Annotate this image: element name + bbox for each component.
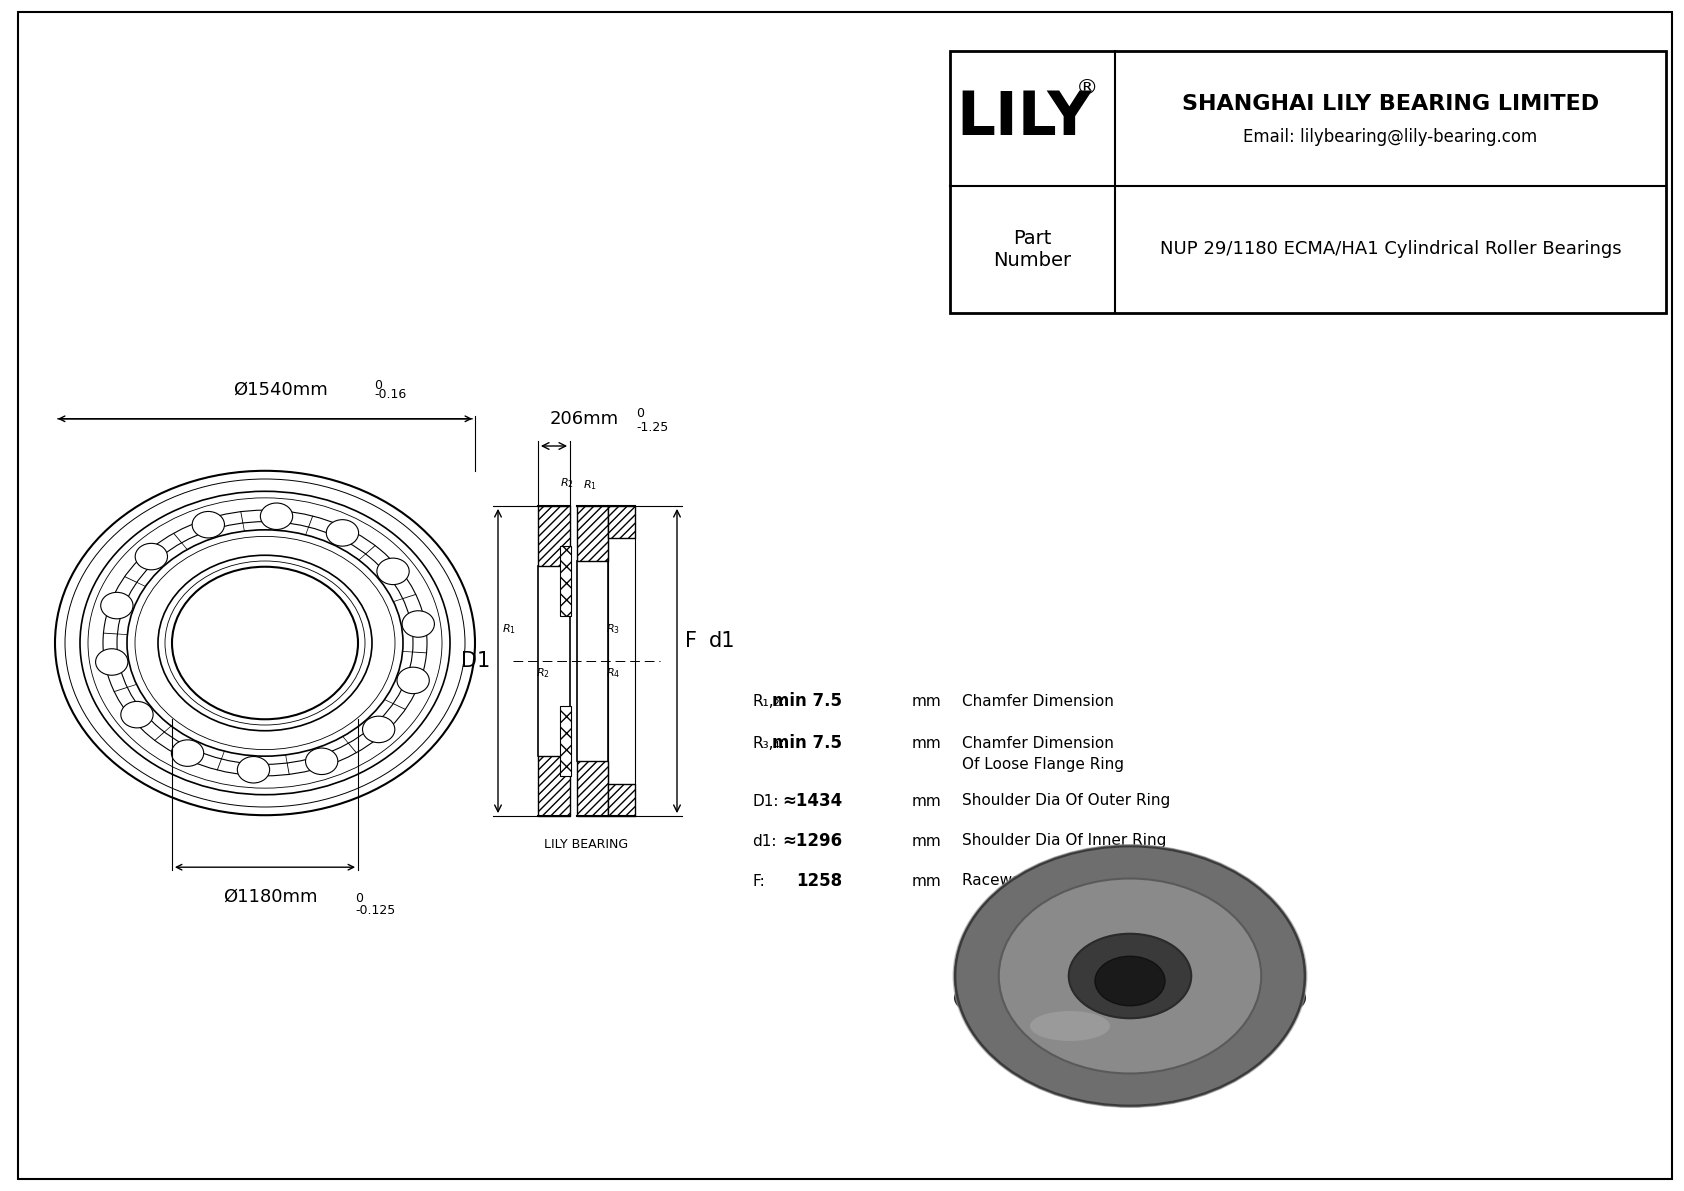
Text: Chamfer Dimension: Chamfer Dimension bbox=[962, 693, 1113, 709]
Bar bbox=[561, 706, 571, 777]
Text: 1258: 1258 bbox=[797, 872, 842, 890]
Bar bbox=[608, 506, 635, 538]
Ellipse shape bbox=[237, 756, 269, 782]
Text: SHANGHAI LILY BEARING LIMITED: SHANGHAI LILY BEARING LIMITED bbox=[1182, 94, 1600, 113]
Ellipse shape bbox=[327, 519, 359, 547]
Ellipse shape bbox=[135, 543, 167, 569]
Bar bbox=[561, 545, 571, 616]
Text: $R_2$: $R_2$ bbox=[561, 476, 574, 490]
Text: Shoulder Dia Of Outer Ring: Shoulder Dia Of Outer Ring bbox=[962, 793, 1170, 809]
Text: $R_1$: $R_1$ bbox=[583, 479, 596, 492]
Text: Chamfer Dimension: Chamfer Dimension bbox=[962, 736, 1113, 750]
Text: min 7.5: min 7.5 bbox=[771, 734, 842, 752]
Ellipse shape bbox=[397, 667, 429, 693]
Ellipse shape bbox=[955, 846, 1305, 1106]
Text: 0: 0 bbox=[637, 407, 643, 420]
Text: $R_4$: $R_4$ bbox=[606, 666, 620, 680]
Ellipse shape bbox=[955, 959, 1305, 1037]
Text: d1: d1 bbox=[709, 631, 736, 651]
Ellipse shape bbox=[96, 649, 128, 675]
Ellipse shape bbox=[121, 701, 153, 728]
Ellipse shape bbox=[362, 716, 394, 743]
Ellipse shape bbox=[1069, 934, 1191, 1018]
Ellipse shape bbox=[999, 879, 1261, 1073]
Text: d1:: d1: bbox=[753, 834, 776, 848]
Bar bbox=[578, 506, 608, 561]
Text: -1.25: -1.25 bbox=[637, 420, 669, 434]
Text: mm: mm bbox=[913, 834, 941, 848]
Text: $R_3$: $R_3$ bbox=[606, 622, 620, 636]
Ellipse shape bbox=[402, 611, 434, 637]
Text: 206mm: 206mm bbox=[549, 410, 618, 428]
Bar bbox=[608, 784, 635, 816]
Text: ®: ® bbox=[1076, 79, 1098, 99]
Text: -0.125: -0.125 bbox=[355, 904, 396, 917]
Text: mm: mm bbox=[913, 793, 941, 809]
Bar bbox=[578, 761, 608, 816]
Text: mm: mm bbox=[913, 873, 941, 888]
Bar bbox=[537, 506, 569, 566]
Text: R₁,₂:: R₁,₂: bbox=[753, 693, 785, 709]
Text: D1:: D1: bbox=[753, 793, 778, 809]
Text: Of Loose Flange Ring: Of Loose Flange Ring bbox=[962, 757, 1123, 773]
Ellipse shape bbox=[261, 503, 293, 530]
Text: LILY BEARING: LILY BEARING bbox=[544, 838, 628, 852]
Text: F:: F: bbox=[753, 873, 765, 888]
Text: mm: mm bbox=[913, 736, 941, 750]
Text: -0.16: -0.16 bbox=[374, 388, 406, 401]
Text: ≈1434: ≈1434 bbox=[781, 792, 842, 810]
Text: Ø1540mm: Ø1540mm bbox=[232, 381, 327, 399]
Text: Raceway Dia Of Inner Ring: Raceway Dia Of Inner Ring bbox=[962, 873, 1167, 888]
Text: Shoulder Dia Of Inner Ring: Shoulder Dia Of Inner Ring bbox=[962, 834, 1167, 848]
Text: NUP 29/1180 ECMA/HA1 Cylindrical Roller Bearings: NUP 29/1180 ECMA/HA1 Cylindrical Roller … bbox=[1160, 241, 1622, 258]
Text: F: F bbox=[685, 631, 697, 651]
Ellipse shape bbox=[377, 559, 409, 585]
Ellipse shape bbox=[1095, 956, 1165, 1005]
Text: R₃,₄:: R₃,₄: bbox=[753, 736, 785, 750]
Ellipse shape bbox=[305, 748, 338, 774]
Text: ≈1296: ≈1296 bbox=[781, 833, 842, 850]
Text: Part
Number: Part Number bbox=[994, 229, 1071, 270]
Text: $R_2$: $R_2$ bbox=[536, 666, 551, 680]
Text: 0: 0 bbox=[374, 379, 382, 392]
Ellipse shape bbox=[172, 740, 204, 766]
Text: mm: mm bbox=[913, 693, 941, 709]
Ellipse shape bbox=[192, 511, 224, 538]
Text: min 7.5: min 7.5 bbox=[771, 692, 842, 710]
Text: Ø1180mm: Ø1180mm bbox=[222, 887, 317, 905]
Text: $R_1$: $R_1$ bbox=[502, 622, 515, 636]
Bar bbox=[537, 756, 569, 816]
Text: 0: 0 bbox=[355, 892, 364, 905]
Ellipse shape bbox=[101, 592, 133, 619]
Text: Email: lilybearing@lily-bearing.com: Email: lilybearing@lily-bearing.com bbox=[1243, 127, 1537, 145]
Text: LILY: LILY bbox=[957, 89, 1093, 148]
Ellipse shape bbox=[1031, 1011, 1110, 1041]
Bar bbox=[950, 51, 1665, 313]
Text: D1: D1 bbox=[461, 651, 490, 671]
